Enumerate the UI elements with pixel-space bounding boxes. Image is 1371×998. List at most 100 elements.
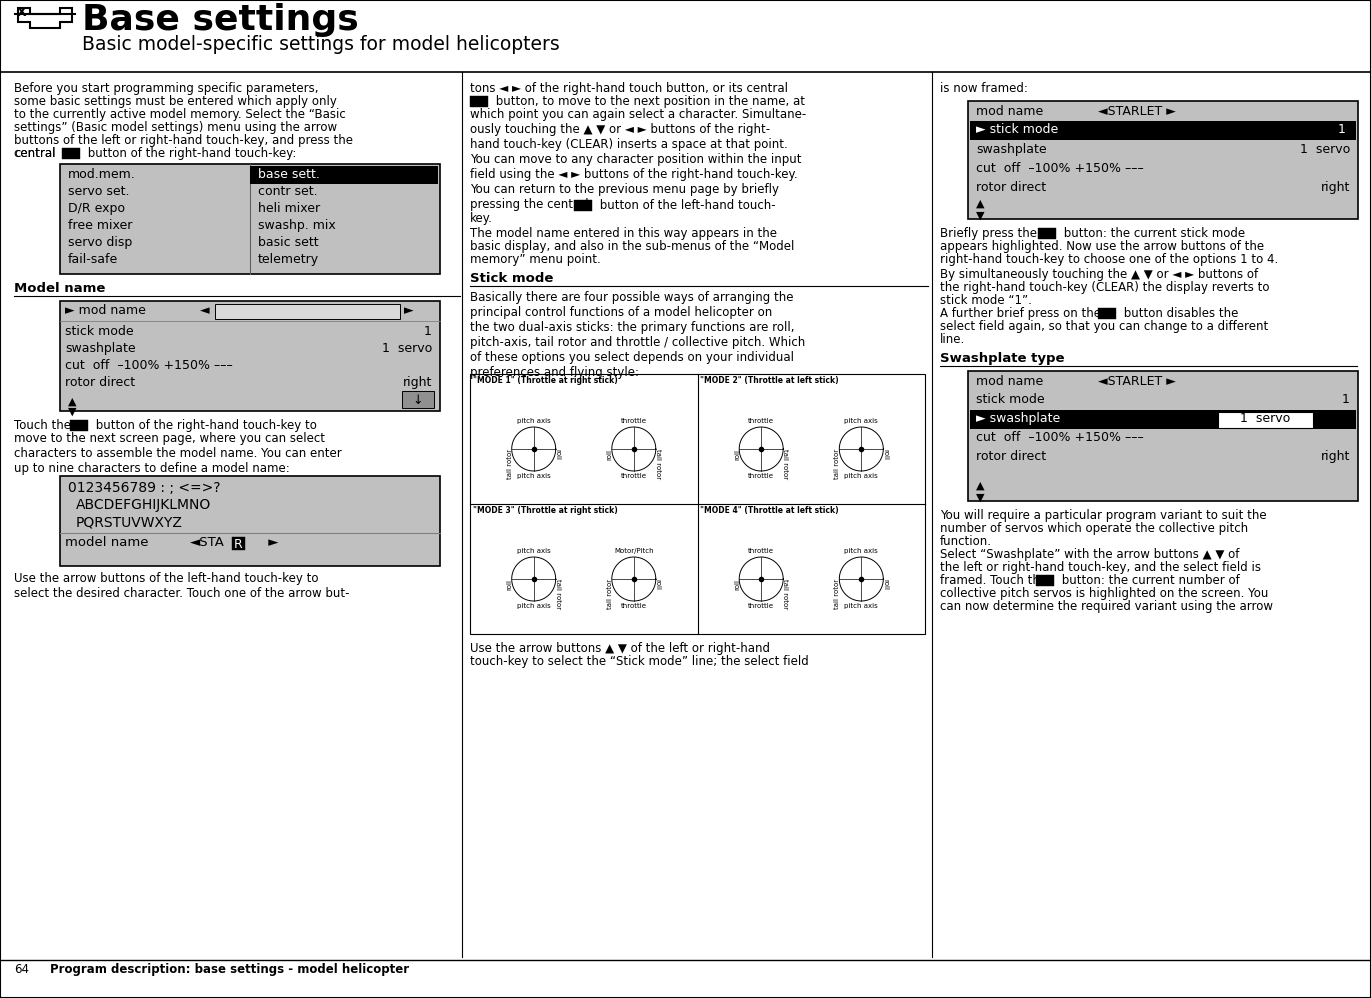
Text: button disables the: button disables the bbox=[1120, 307, 1238, 320]
Text: ESC: ESC bbox=[573, 201, 592, 210]
Text: pitch axis: pitch axis bbox=[517, 603, 551, 609]
Text: ↓: ↓ bbox=[413, 393, 424, 406]
Text: select field again, so that you can change to a different: select field again, so that you can chan… bbox=[941, 320, 1268, 333]
Text: SET: SET bbox=[1038, 229, 1057, 238]
Text: roll: roll bbox=[555, 449, 561, 460]
Text: Select “Swashplate” with the arrow buttons ▲ ▼ of: Select “Swashplate” with the arrow butto… bbox=[941, 548, 1239, 561]
Bar bbox=[968, 371, 1359, 501]
Text: ◄STA: ◄STA bbox=[191, 536, 225, 549]
Text: rotor direct: rotor direct bbox=[976, 450, 1046, 463]
Text: line.: line. bbox=[941, 333, 965, 346]
Text: heli mixer: heli mixer bbox=[258, 202, 319, 215]
Text: 1  servo: 1 servo bbox=[1300, 143, 1350, 156]
Text: PQRSTUVWXYZ: PQRSTUVWXYZ bbox=[75, 515, 182, 529]
Text: R: R bbox=[233, 538, 243, 551]
Text: roll: roll bbox=[883, 579, 888, 590]
Text: stick mode “1”.: stick mode “1”. bbox=[941, 294, 1032, 307]
Text: X: X bbox=[16, 6, 26, 19]
Text: ▼: ▼ bbox=[976, 493, 984, 503]
Text: button of the left-hand touch-: button of the left-hand touch- bbox=[596, 199, 776, 212]
Text: mod name: mod name bbox=[976, 105, 1043, 118]
Text: ► swashplate: ► swashplate bbox=[976, 412, 1060, 425]
Text: swashplate: swashplate bbox=[64, 342, 136, 355]
Bar bbox=[574, 200, 592, 211]
Bar bbox=[60, 476, 440, 566]
Bar bbox=[62, 148, 80, 159]
Text: ◄STARLET ►: ◄STARLET ► bbox=[1098, 105, 1176, 118]
Text: 1  servo: 1 servo bbox=[1239, 412, 1290, 425]
Text: Stick mode: Stick mode bbox=[470, 272, 554, 285]
Text: number of servos which operate the collective pitch: number of servos which operate the colle… bbox=[941, 522, 1248, 535]
Bar bbox=[971, 121, 1356, 140]
Text: Base settings: Base settings bbox=[82, 3, 359, 37]
Text: SET: SET bbox=[70, 421, 89, 430]
Text: ►: ► bbox=[404, 304, 414, 317]
Text: ▲: ▲ bbox=[69, 397, 77, 407]
Bar bbox=[971, 410, 1356, 429]
Text: throttle: throttle bbox=[621, 603, 647, 609]
Text: button: the current number of: button: the current number of bbox=[1058, 574, 1239, 587]
Text: button of the right-hand touch-key to: button of the right-hand touch-key to bbox=[92, 419, 317, 432]
Text: pitch axis: pitch axis bbox=[845, 418, 879, 424]
Text: mod.mem.: mod.mem. bbox=[69, 168, 136, 181]
Text: 1  servo: 1 servo bbox=[381, 342, 432, 355]
Bar bbox=[968, 101, 1359, 219]
Text: ▲: ▲ bbox=[976, 481, 984, 491]
Text: servo set.: servo set. bbox=[69, 185, 129, 198]
Text: tail rotor: tail rotor bbox=[835, 579, 840, 609]
Text: Briefly press the: Briefly press the bbox=[941, 227, 1041, 240]
Text: SET: SET bbox=[1035, 576, 1054, 585]
Text: stick mode: stick mode bbox=[976, 393, 1045, 406]
Bar bbox=[60, 164, 440, 274]
Text: rotor direct: rotor direct bbox=[976, 181, 1046, 194]
Text: right: right bbox=[403, 376, 432, 389]
Text: "MODE 1" (Throttle at right stick): "MODE 1" (Throttle at right stick) bbox=[473, 376, 618, 385]
Text: ►: ► bbox=[247, 536, 278, 549]
Text: SET: SET bbox=[469, 97, 488, 106]
Text: appears highlighted. Now use the arrow buttons of the: appears highlighted. Now use the arrow b… bbox=[941, 240, 1264, 253]
Text: Motor/Pitch: Motor/Pitch bbox=[614, 548, 654, 554]
Text: right-hand touch-key to choose one of the options 1 to 4.: right-hand touch-key to choose one of th… bbox=[941, 253, 1278, 266]
Bar bbox=[1098, 308, 1116, 319]
Text: 64: 64 bbox=[14, 963, 29, 976]
Text: "MODE 2" (Throttle at left stick): "MODE 2" (Throttle at left stick) bbox=[701, 376, 839, 385]
Bar bbox=[470, 96, 488, 107]
Text: ◄STARLET ►: ◄STARLET ► bbox=[1098, 375, 1176, 388]
Text: roll: roll bbox=[735, 449, 740, 460]
Text: roll: roll bbox=[607, 449, 613, 460]
Text: central: central bbox=[14, 147, 59, 160]
Bar bbox=[250, 166, 437, 184]
Text: ► stick mode: ► stick mode bbox=[976, 123, 1058, 136]
Text: basic display, and also in the sub-menus of the “Model: basic display, and also in the sub-menus… bbox=[470, 240, 794, 253]
Text: Swashplate type: Swashplate type bbox=[941, 352, 1064, 365]
Text: cut  off  –100% +150% –––: cut off –100% +150% ––– bbox=[976, 162, 1143, 175]
Text: right: right bbox=[1320, 450, 1350, 463]
Text: can now determine the required variant using the arrow: can now determine the required variant u… bbox=[941, 600, 1274, 613]
Bar bbox=[215, 304, 400, 319]
Text: SET: SET bbox=[1098, 309, 1116, 318]
Text: Before you start programming specific parameters,: Before you start programming specific pa… bbox=[14, 82, 318, 95]
Text: fail-safe: fail-safe bbox=[69, 253, 118, 266]
Text: tail rotor: tail rotor bbox=[783, 449, 788, 479]
Text: tail rotor: tail rotor bbox=[835, 449, 840, 479]
Text: cut  off  –100% +150% –––: cut off –100% +150% ––– bbox=[976, 431, 1143, 444]
Text: "MODE 4" (Throttle at left stick): "MODE 4" (Throttle at left stick) bbox=[701, 506, 839, 515]
Text: throttle: throttle bbox=[749, 603, 775, 609]
Text: move to the next screen page, where you can select
characters to assemble the mo: move to the next screen page, where you … bbox=[14, 432, 341, 475]
Text: roll: roll bbox=[735, 579, 740, 590]
Bar bbox=[1036, 575, 1054, 586]
Text: ► mod name: ► mod name bbox=[64, 304, 145, 317]
Bar bbox=[62, 303, 437, 321]
Text: 0123456789 : ; <=>?: 0123456789 : ; <=>? bbox=[69, 481, 221, 495]
Bar bbox=[60, 301, 440, 411]
Text: button, to move to the next position in the name, at: button, to move to the next position in … bbox=[492, 95, 805, 108]
Text: You will require a particular program variant to suit the: You will require a particular program va… bbox=[941, 509, 1267, 522]
Text: servo disp: servo disp bbox=[69, 236, 132, 249]
Text: memory” menu point.: memory” menu point. bbox=[470, 253, 600, 266]
Text: framed. Touch the: framed. Touch the bbox=[941, 574, 1052, 587]
Text: throttle: throttle bbox=[621, 473, 647, 479]
Text: pitch axis: pitch axis bbox=[845, 548, 879, 554]
Text: pitch axis: pitch axis bbox=[517, 418, 551, 424]
Text: roll: roll bbox=[507, 579, 513, 590]
Bar bbox=[70, 420, 88, 431]
